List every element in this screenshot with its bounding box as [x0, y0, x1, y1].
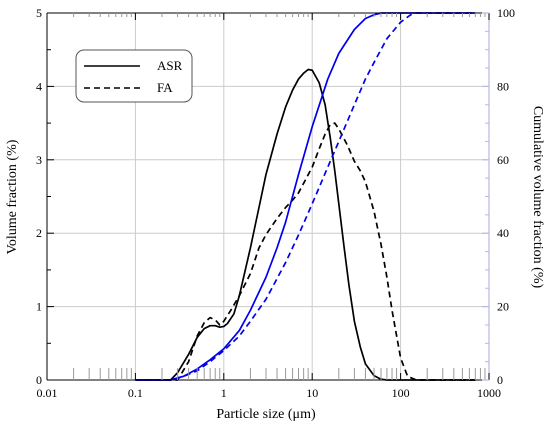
x-axis-title: Particle size (μm)	[216, 407, 316, 422]
left-y-tick-label: 3	[36, 153, 42, 167]
right-y-axis-title: Cumulative volume fraction (%)	[530, 106, 545, 289]
left-y-axis-title: Volume fraction (%)	[5, 139, 20, 254]
series-line-asr	[135, 68, 476, 381]
right-y-tick-label: 60	[497, 153, 509, 167]
left-y-tick-label: 0	[36, 373, 42, 387]
x-tick-label: 1	[221, 386, 227, 400]
x-tick-label: 100	[392, 386, 410, 400]
right-y-tick-label: 100	[497, 6, 515, 20]
legend: ASR FA	[75, 49, 193, 103]
series-line-fa	[135, 122, 476, 381]
left-y-tick-label: 4	[36, 79, 42, 93]
x-tick-label: 1000	[477, 386, 501, 400]
right-y-tick-label: 40	[497, 226, 509, 240]
left-y-tick-label: 2	[36, 226, 42, 240]
left-y-tick-label: 5	[36, 6, 42, 20]
x-tick-label: 10	[306, 386, 318, 400]
right-y-tick-label: 0	[497, 373, 503, 387]
right-y-tick-label: 20	[497, 300, 509, 314]
legend-asr-label: ASR	[157, 58, 183, 73]
legend-box	[75, 49, 193, 103]
left-y-tick-label: 1	[36, 300, 42, 314]
x-tick-label: 0.1	[128, 386, 143, 400]
series-line-fa-cumulative	[135, 12, 476, 381]
x-tick-label: 0.01	[37, 386, 58, 400]
legend-fa-label: FA	[157, 80, 173, 95]
right-y-tick-label: 80	[497, 79, 509, 93]
